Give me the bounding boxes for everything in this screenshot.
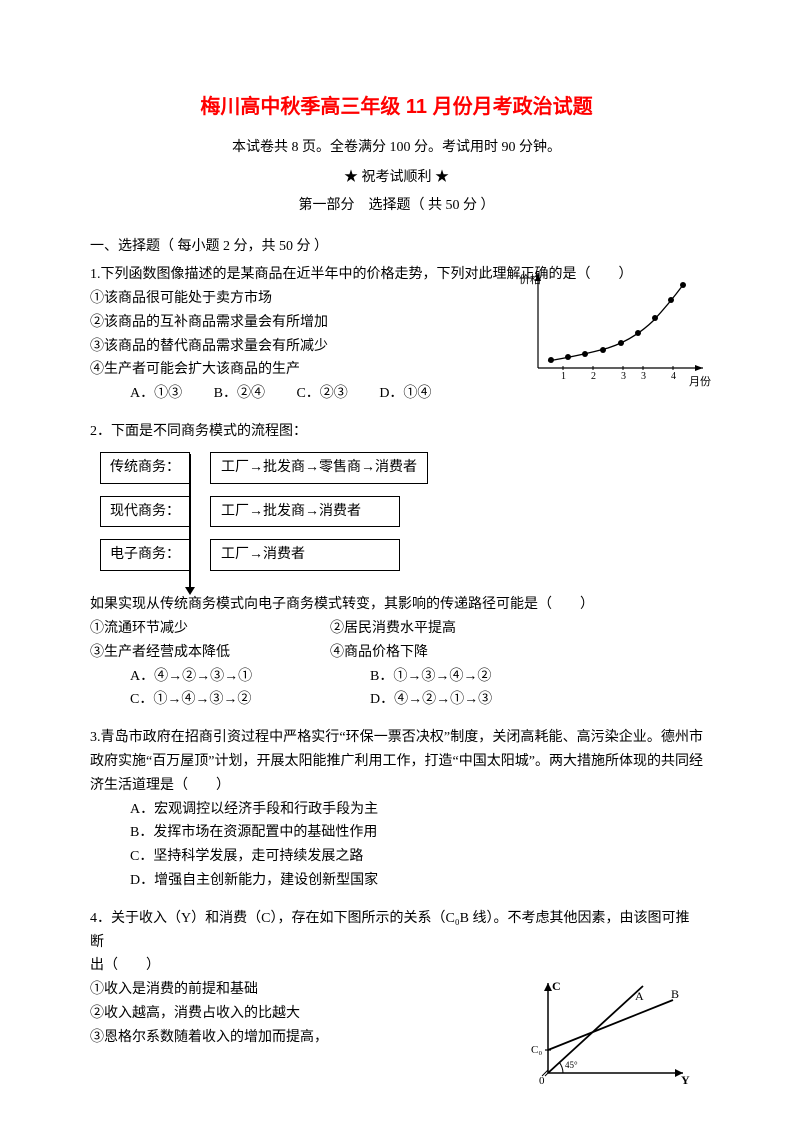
q4-stem-1: 4．关于收入（Y）和消费（C），存在如下图所示的关系（C₀B 线）。不考虑其他因… bbox=[90, 907, 703, 955]
svg-text:1: 1 bbox=[561, 371, 566, 382]
exam-page: 梅川高中秋季高三年级 11 月份月考政治试题 本试卷共 8 页。全卷满分 100… bbox=[0, 0, 793, 1050]
q2-statement-2: ②居民消费水平提高 bbox=[330, 617, 570, 641]
flow-chain-modern: 工厂→批发商→消费者 bbox=[210, 496, 400, 528]
q2-options-row1: A．④→②→③→① B．①→③→④→② bbox=[90, 665, 703, 689]
flow-label-traditional: 传统商务： bbox=[100, 452, 190, 484]
q2-opt-d: D．④→②→①→③ bbox=[370, 688, 610, 712]
c0-label: C₀ bbox=[531, 1044, 542, 1056]
q2-statements-row2: ③生产者经营成本降低 ④商品价格下降 bbox=[90, 641, 703, 665]
flow-chain-ecommerce: 工厂→消费者 bbox=[210, 539, 400, 571]
part-label: 第一部分 选择题（ 共 50 分 ） bbox=[90, 194, 703, 218]
ylabel-price: 价格 bbox=[519, 272, 541, 286]
q2-after: 如果实现从传统商务模式向电子商务模式转变，其影响的传递路径可能是（ ） bbox=[90, 593, 703, 617]
xlabel-month: 月份 bbox=[689, 375, 711, 388]
svg-text:4: 4 bbox=[671, 371, 676, 382]
flow-label-modern: 现代商务： bbox=[100, 496, 190, 528]
q3-opt-a: A．宏观调控以经济手段和行政手段为主 bbox=[90, 798, 703, 822]
question-2: 2．下面是不同商务模式的流程图： 传统商务： 工厂→批发商→零售商→消费者 现代… bbox=[90, 420, 703, 712]
q4-stem-2: 出（ ） bbox=[90, 954, 703, 978]
down-arrow-icon bbox=[189, 454, 191, 591]
q1-price-chart: 价格 月份 1 2 3 3 4 bbox=[513, 263, 713, 388]
q3-opt-b: B．发挥市场在资源配置中的基础性作用 bbox=[90, 821, 703, 845]
flow-chain-traditional: 工厂→批发商→零售商→消费者 bbox=[210, 452, 428, 484]
q2-statement-4: ④商品价格下降 bbox=[330, 641, 570, 665]
q4-income-consumption-chart: C Y 0 A B C₀ 45° bbox=[523, 978, 693, 1088]
q2-statements-row1: ①流通环节减少 ②居民消费水平提高 bbox=[90, 617, 703, 641]
svg-text:3: 3 bbox=[641, 371, 646, 382]
q1-opt-b: B．②④ bbox=[214, 382, 265, 406]
q1-opt-d: D．①④ bbox=[379, 382, 431, 406]
q2-stem: 2．下面是不同商务模式的流程图： bbox=[90, 420, 703, 444]
q2-options-row2: C．①→④→③→② D．④→②→①→③ bbox=[90, 688, 703, 712]
q2-flow-diagram: 传统商务： 工厂→批发商→零售商→消费者 现代商务： 工厂→批发商→消费者 电子… bbox=[90, 452, 703, 585]
q3-opt-d: D．增强自主创新能力，建设创新型国家 bbox=[90, 869, 703, 893]
line-a-label: A bbox=[635, 989, 644, 1003]
origin-label: 0 bbox=[539, 1075, 545, 1087]
question-4: 4．关于收入（Y）和消费（C），存在如下图所示的关系（C₀B 线）。不考虑其他因… bbox=[90, 907, 703, 1050]
angle-45-label: 45° bbox=[565, 1060, 578, 1070]
axis-c-label: C bbox=[552, 979, 561, 993]
q3-stem: 3.青岛市政府在招商引资过程中严格实行“环保一票否决权”制度，关闭高耗能、高污染… bbox=[90, 726, 703, 797]
svg-text:2: 2 bbox=[591, 371, 596, 382]
flow-label-ecommerce: 电子商务： bbox=[100, 539, 190, 571]
svg-text:3: 3 bbox=[621, 371, 626, 382]
question-3: 3.青岛市政府在招商引资过程中严格实行“环保一票否决权”制度，关闭高耗能、高污染… bbox=[90, 726, 703, 893]
line-b-label: B bbox=[671, 987, 679, 1001]
q3-opt-c: C．坚持科学发展，走可持续发展之路 bbox=[90, 845, 703, 869]
q1-opt-a: A．①③ bbox=[130, 382, 182, 406]
section-heading: 一、选择题（ 每小题 2 分，共 50 分 ） bbox=[90, 235, 703, 259]
q2-opt-b: B．①→③→④→② bbox=[370, 665, 610, 689]
exam-title: 梅川高中秋季高三年级 11 月份月考政治试题 bbox=[90, 90, 703, 124]
q2-statement-1: ①流通环节减少 bbox=[90, 617, 330, 641]
q2-opt-c: C．①→④→③→② bbox=[130, 688, 370, 712]
question-1: 1.下列函数图像描述的是某商品在近半年中的价格走势，下列对此理解正确的是（ ） … bbox=[90, 263, 703, 406]
exam-wish: ★ 祝考试顺利 ★ bbox=[90, 166, 703, 190]
q2-opt-a: A．④→②→③→① bbox=[130, 665, 370, 689]
exam-subtitle: 本试卷共 8 页。全卷满分 100 分。考试用时 90 分钟。 bbox=[90, 136, 703, 160]
axis-y-label: Y bbox=[681, 1073, 690, 1087]
q1-opt-c: C．②③ bbox=[296, 382, 347, 406]
q2-statement-3: ③生产者经营成本降低 bbox=[90, 641, 330, 665]
